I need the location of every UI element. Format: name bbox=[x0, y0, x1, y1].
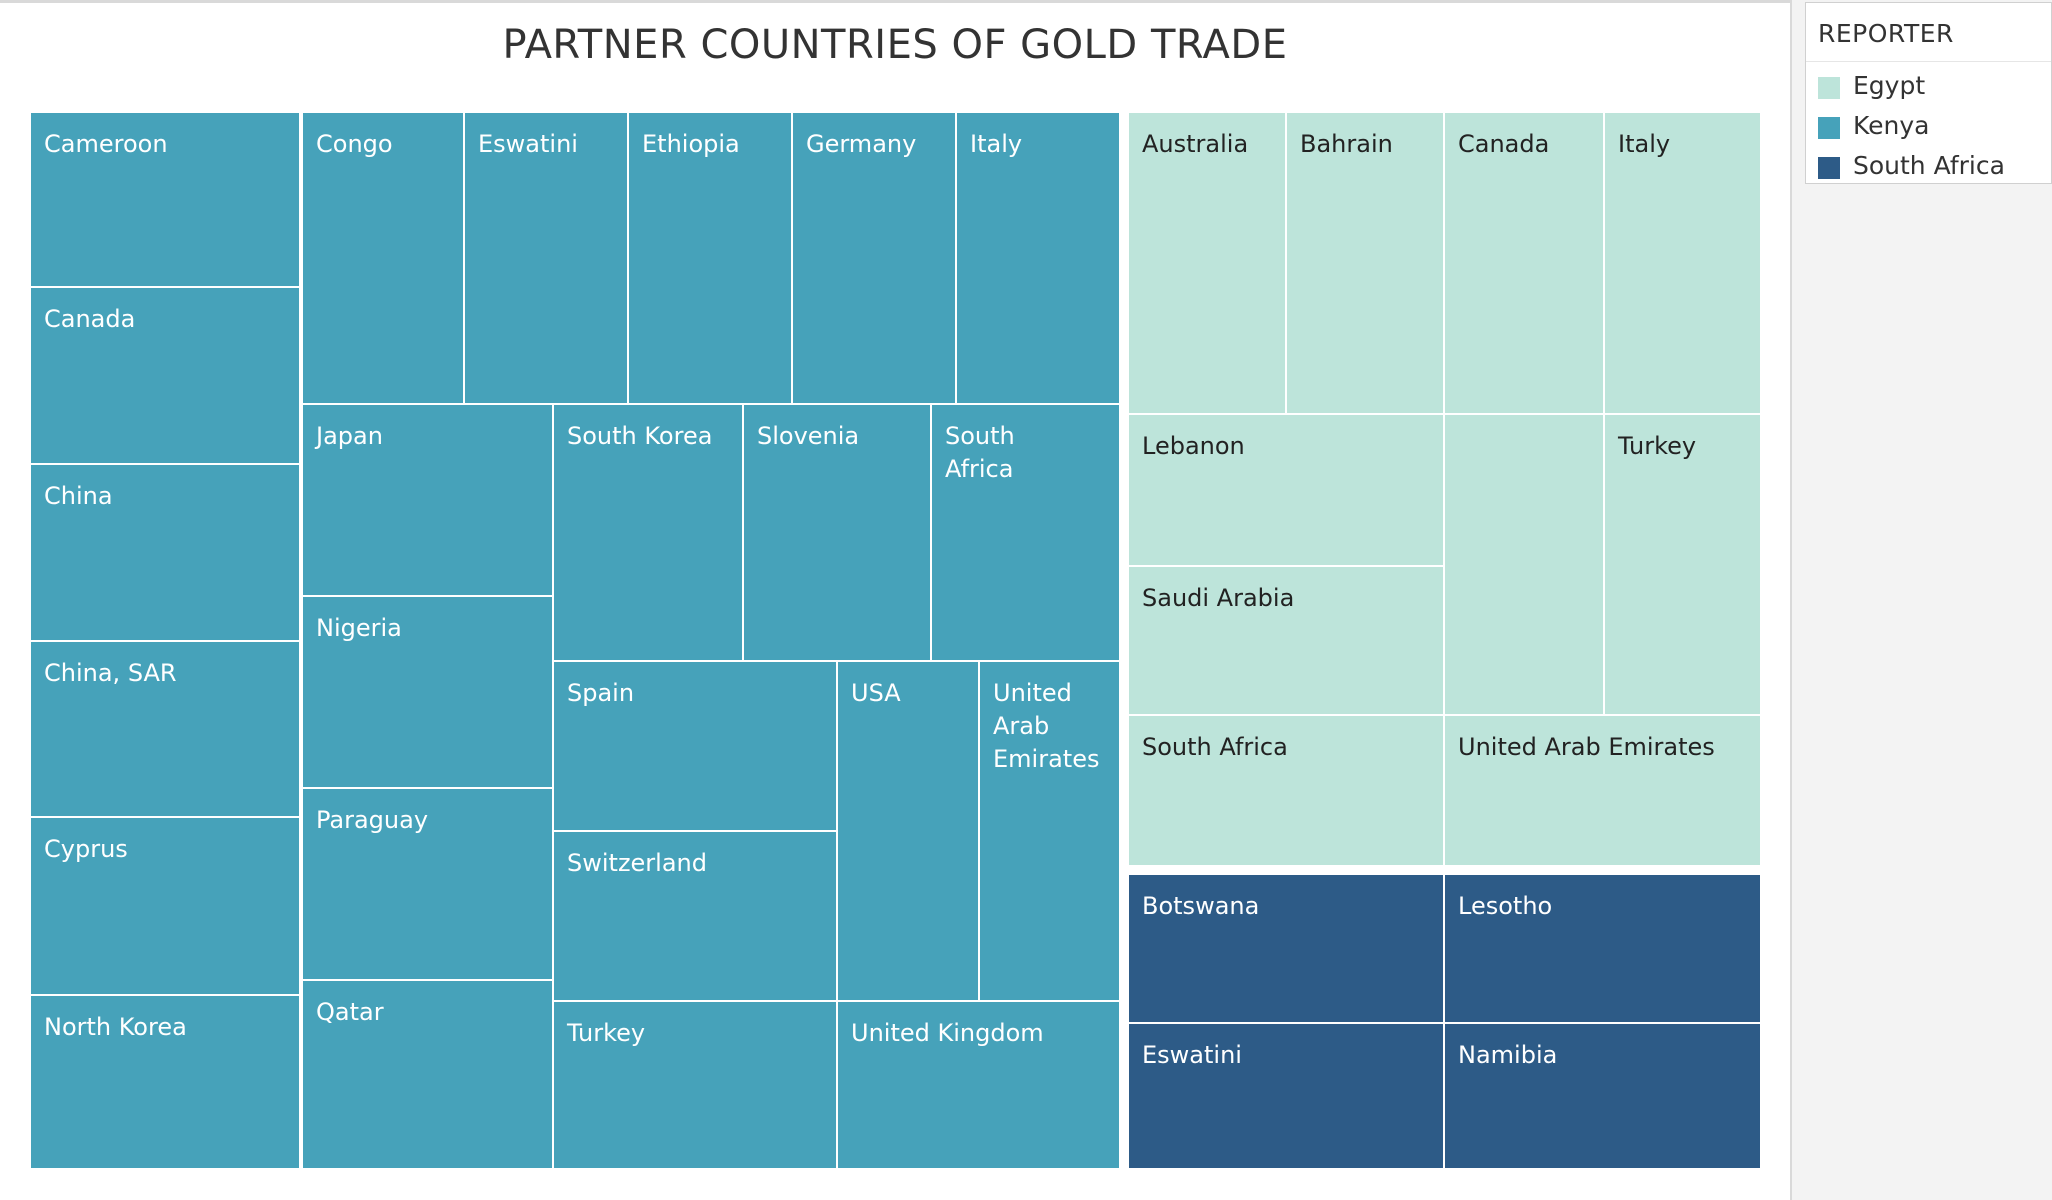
legend-item-south-africa[interactable]: South Africa bbox=[1818, 149, 2043, 183]
legend-item-egypt[interactable]: Egypt bbox=[1818, 69, 2043, 103]
treemap-cell-kenya-ethiopia[interactable] bbox=[627, 111, 793, 405]
treemap-cell-egypt-canada[interactable] bbox=[1443, 111, 1605, 415]
treemap-cell-south-africa-namibia[interactable] bbox=[1443, 1022, 1762, 1170]
group-divider bbox=[1127, 865, 1762, 875]
treemap-cell-south-africa-eswatini[interactable] bbox=[1127, 1022, 1445, 1170]
treemap-cell-kenya-china[interactable] bbox=[29, 463, 301, 642]
treemap-cell-kenya-cameroon[interactable] bbox=[29, 111, 301, 288]
top-border bbox=[0, 0, 1790, 3]
treemap-cell-south-africa-lesotho[interactable] bbox=[1443, 873, 1762, 1024]
legend: REPORTER Egypt Kenya South Africa bbox=[1805, 2, 2052, 184]
legend-title: REPORTER bbox=[1818, 19, 1954, 48]
legend-swatch-south-africa bbox=[1818, 157, 1840, 179]
legend-label-kenya: Kenya bbox=[1853, 111, 1930, 140]
treemap-cell-egypt-saudi-arabia[interactable] bbox=[1127, 565, 1445, 716]
legend-divider bbox=[1806, 61, 2051, 62]
legend-swatch-kenya bbox=[1818, 117, 1840, 139]
treemap-cell-kenya-japan[interactable] bbox=[301, 403, 554, 597]
treemap-cell-kenya-nigeria[interactable] bbox=[301, 595, 554, 789]
legend-item-kenya[interactable]: Kenya bbox=[1818, 109, 2043, 143]
treemap-cell-kenya-south-africa[interactable] bbox=[930, 403, 1121, 662]
legend-swatch-egypt bbox=[1818, 77, 1840, 99]
legend-label-egypt: Egypt bbox=[1853, 71, 1926, 100]
treemap-cell-egypt-south-africa[interactable] bbox=[1127, 714, 1445, 867]
treemap-cell-egypt-italy[interactable] bbox=[1603, 111, 1762, 415]
treemap-cell-kenya-qatar[interactable] bbox=[301, 979, 554, 1170]
treemap-cell-kenya-spain[interactable] bbox=[552, 660, 838, 832]
treemap-cell-egypt-australia[interactable] bbox=[1127, 111, 1287, 415]
treemap-cell-kenya-cyprus[interactable] bbox=[29, 816, 301, 996]
treemap-cell-kenya-italy[interactable] bbox=[955, 111, 1121, 405]
treemap-cell-kenya-united-kingdom[interactable] bbox=[836, 1000, 1121, 1170]
treemap-cell-kenya-paraguay[interactable] bbox=[301, 787, 554, 981]
treemap-cells bbox=[29, 111, 1762, 1170]
legend-label-south-africa: South Africa bbox=[1853, 151, 2005, 180]
treemap-cell-kenya-canada[interactable] bbox=[29, 286, 301, 465]
treemap-cell-kenya-switzerland[interactable] bbox=[552, 830, 838, 1002]
treemap-cell-egypt-turkey[interactable] bbox=[1603, 413, 1762, 716]
treemap-cell-south-africa-botswana[interactable] bbox=[1127, 873, 1445, 1024]
treemap-cell-kenya-china-sar[interactable] bbox=[29, 640, 301, 818]
treemap-cell-egypt-bahrain[interactable] bbox=[1285, 111, 1445, 415]
treemap-cell-kenya-turkey[interactable] bbox=[552, 1000, 838, 1170]
treemap-cell-kenya-united-arab-emirates[interactable] bbox=[978, 660, 1121, 1002]
treemap-cell-kenya-south-korea[interactable] bbox=[552, 403, 744, 662]
treemap-cell-kenya-germany[interactable] bbox=[791, 111, 957, 405]
side-panel bbox=[1790, 0, 2052, 1200]
treemap-cell-kenya-slovenia[interactable] bbox=[742, 403, 932, 662]
treemap-cell-egypt-unlabeled-7[interactable] bbox=[1443, 413, 1605, 716]
treemap-cell-kenya-north-korea[interactable] bbox=[29, 994, 301, 1170]
treemap-cell-egypt-lebanon[interactable] bbox=[1127, 413, 1445, 567]
treemap-cell-kenya-congo[interactable] bbox=[301, 111, 465, 405]
treemap-cell-egypt-united-arab-emirates[interactable] bbox=[1443, 714, 1762, 867]
chart-title: PARTNER COUNTRIES OF GOLD TRADE bbox=[502, 22, 1288, 68]
treemap-cell-kenya-eswatini[interactable] bbox=[463, 111, 629, 405]
treemap-cell-kenya-usa[interactable] bbox=[836, 660, 980, 1002]
